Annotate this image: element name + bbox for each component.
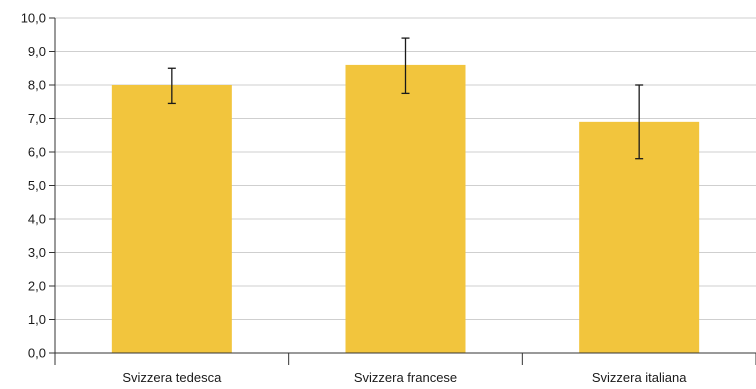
y-tick-label: 1,0 xyxy=(28,312,46,327)
y-tick-label: 5,0 xyxy=(28,178,46,193)
y-tick-label: 3,0 xyxy=(28,245,46,260)
y-tick-label: 8,0 xyxy=(28,78,46,93)
category-label: Svizzera tedesca xyxy=(122,370,222,385)
category-label: Svizzera francese xyxy=(354,370,457,385)
x-tick-marks xyxy=(54,353,756,365)
y-tick-label: 9,0 xyxy=(28,44,46,59)
bar xyxy=(579,121,700,353)
y-tick-label: 6,0 xyxy=(28,145,46,160)
y-tick-label: 7,0 xyxy=(28,111,46,126)
category-labels: Svizzera tedesca Svizzera francese Svizzer… xyxy=(122,370,687,385)
y-tick-labels: 0,0 1,0 2,0 3,0 4,0 5,0 6,0 7,0 8,0 9,0 10,0 xyxy=(21,11,46,361)
bars xyxy=(111,64,700,354)
bar xyxy=(111,85,232,353)
bar xyxy=(345,64,466,354)
axes xyxy=(49,18,756,354)
y-tick-label: 10,0 xyxy=(21,11,46,26)
y-tick-label: 0,0 xyxy=(28,346,46,361)
category-label: Svizzera italiana xyxy=(592,370,687,385)
error-bars xyxy=(167,37,644,160)
y-tick-label: 2,0 xyxy=(28,279,46,294)
y-tick-label: 4,0 xyxy=(28,212,46,227)
